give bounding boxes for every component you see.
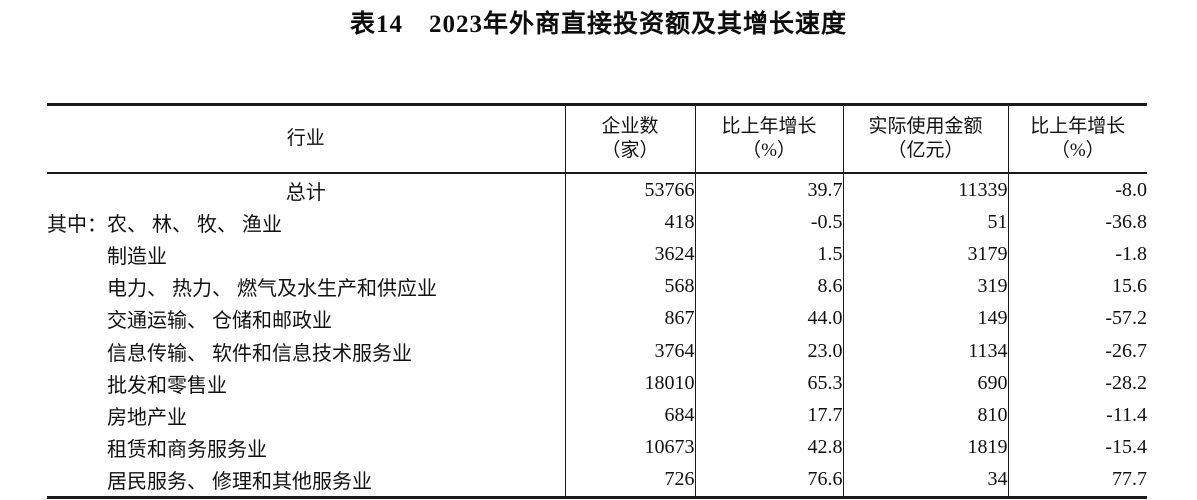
header-growth2-line1: 比上年增长 bbox=[1030, 116, 1126, 137]
enterprise-growth-value: 39.7 bbox=[694, 173, 843, 207]
amount-value: 11339 bbox=[842, 173, 1008, 207]
table-row: 电力、 热力、 燃气及水生产和供应业 568 8.6 319 15.6 bbox=[47, 270, 1147, 303]
header-industry-label: 行业 bbox=[286, 128, 325, 149]
enterprises-value: 726 bbox=[564, 463, 695, 498]
header-amount-used: 实际使用金额 （亿元） bbox=[842, 104, 1008, 174]
amount-value: 810 bbox=[842, 399, 1008, 432]
enterprise-growth-value: 76.6 bbox=[694, 463, 843, 498]
header-growth-amount: 比上年增长 （%） bbox=[1007, 104, 1147, 174]
table-row: 交通运输、 仓储和邮政业 867 44.0 149 -57.2 bbox=[47, 302, 1147, 335]
fdi-statistics-table: 行业 企业数 （家） 比上年增长 （%） 实际使用金额 （亿元） 比上年增长 （… bbox=[47, 103, 1147, 499]
header-amount-line2: （亿元） bbox=[887, 140, 964, 161]
amount-value: 1819 bbox=[842, 431, 1008, 464]
header-growth2-line2: （%） bbox=[1050, 140, 1105, 161]
amount-value: 319 bbox=[842, 270, 1008, 303]
amount-value: 51 bbox=[842, 206, 1008, 239]
amount-value: 34 bbox=[842, 463, 1008, 498]
enterprise-growth-value: 1.5 bbox=[694, 238, 843, 271]
table-row: 房地产业 684 17.7 810 -11.4 bbox=[47, 399, 1147, 432]
table-row: 批发和零售业 18010 65.3 690 -28.2 bbox=[47, 367, 1147, 400]
header-enterprises-line1: 企业数 bbox=[601, 116, 659, 137]
enterprises-value: 18010 bbox=[564, 367, 695, 400]
enterprise-growth-value: 42.8 bbox=[694, 431, 843, 464]
amount-growth-value: 15.6 bbox=[1007, 270, 1147, 303]
table-row: 信息传输、 软件和信息技术服务业 3764 23.0 1134 -26.7 bbox=[47, 334, 1147, 368]
amount-value: 1134 bbox=[842, 334, 1008, 368]
enterprises-value: 568 bbox=[564, 270, 695, 303]
enterprises-value: 3624 bbox=[564, 238, 695, 271]
enterprise-growth-value: 8.6 bbox=[694, 270, 843, 303]
enterprises-value: 418 bbox=[564, 206, 695, 239]
enterprises-value: 3764 bbox=[564, 334, 695, 368]
header-growth-enterprises: 比上年增长 （%） bbox=[694, 104, 843, 174]
industry-label: 制造业 bbox=[107, 245, 167, 268]
enterprises-value: 53766 bbox=[564, 173, 695, 207]
table-row: 制造业 3624 1.5 3179 -1.8 bbox=[47, 238, 1147, 271]
table-row: 居民服务、 修理和其他服务业 726 76.6 34 77.7 bbox=[47, 463, 1147, 498]
amount-growth-value: -15.4 bbox=[1007, 431, 1147, 464]
industry-label: 交通运输、 仓储和邮政业 bbox=[107, 310, 332, 333]
industry-label: 批发和零售业 bbox=[107, 374, 227, 397]
header-growth1-line2: （%） bbox=[742, 140, 796, 161]
industry-label: 租赁和商务服务业 bbox=[107, 439, 267, 462]
enterprise-growth-value: -0.5 bbox=[694, 206, 843, 239]
industry-label: 农、 林、 牧、 渔业 bbox=[107, 213, 282, 236]
industry-label: 电力、 热力、 燃气及水生产和供应业 bbox=[107, 278, 437, 301]
amount-growth-value: 77.7 bbox=[1007, 463, 1147, 498]
header-growth1-line1: 比上年增长 bbox=[721, 116, 817, 137]
table-header-row: 行业 企业数 （家） 比上年增长 （%） 实际使用金额 （亿元） 比上年增长 （… bbox=[47, 104, 1147, 174]
amount-growth-value: -28.2 bbox=[1007, 367, 1147, 400]
table-row: 其中：农、 林、 牧、 渔业 418 -0.5 51 -36.8 bbox=[47, 206, 1147, 239]
enterprise-growth-value: 44.0 bbox=[694, 302, 843, 335]
amount-growth-value: -36.8 bbox=[1007, 206, 1147, 239]
industry-label: 居民服务、 修理和其他服务业 bbox=[107, 471, 372, 494]
enterprise-growth-value: 23.0 bbox=[694, 334, 843, 368]
row-prefix: 其中： bbox=[47, 213, 107, 236]
enterprises-value: 10673 bbox=[564, 431, 695, 464]
enterprise-growth-value: 17.7 bbox=[694, 399, 843, 432]
table-title: 表14 2023年外商直接投资额及其增长速度 bbox=[349, 11, 847, 38]
enterprises-value: 684 bbox=[564, 399, 695, 432]
header-industry: 行业 bbox=[47, 104, 565, 174]
industry-label: 总计 bbox=[285, 181, 326, 204]
enterprises-value: 867 bbox=[564, 302, 695, 335]
header-enterprises: 企业数 （家） bbox=[564, 104, 695, 174]
header-enterprises-line2: （家） bbox=[601, 140, 659, 161]
enterprise-growth-value: 65.3 bbox=[694, 367, 843, 400]
amount-value: 149 bbox=[842, 302, 1008, 335]
amount-growth-value: -1.8 bbox=[1007, 238, 1147, 271]
amount-growth-value: -11.4 bbox=[1007, 399, 1147, 432]
table-row-total: 总计 53766 39.7 11339 -8.0 bbox=[47, 173, 1147, 207]
table-row: 租赁和商务服务业 10673 42.8 1819 -15.4 bbox=[47, 431, 1147, 464]
industry-label: 房地产业 bbox=[107, 406, 187, 429]
amount-growth-value: -8.0 bbox=[1007, 173, 1147, 207]
amount-growth-value: -57.2 bbox=[1007, 302, 1147, 335]
amount-value: 3179 bbox=[842, 238, 1008, 271]
industry-label: 信息传输、 软件和信息技术服务业 bbox=[107, 342, 412, 365]
header-amount-line1: 实际使用金额 bbox=[868, 116, 983, 137]
amount-growth-value: -26.7 bbox=[1007, 334, 1147, 368]
amount-value: 690 bbox=[842, 367, 1008, 400]
